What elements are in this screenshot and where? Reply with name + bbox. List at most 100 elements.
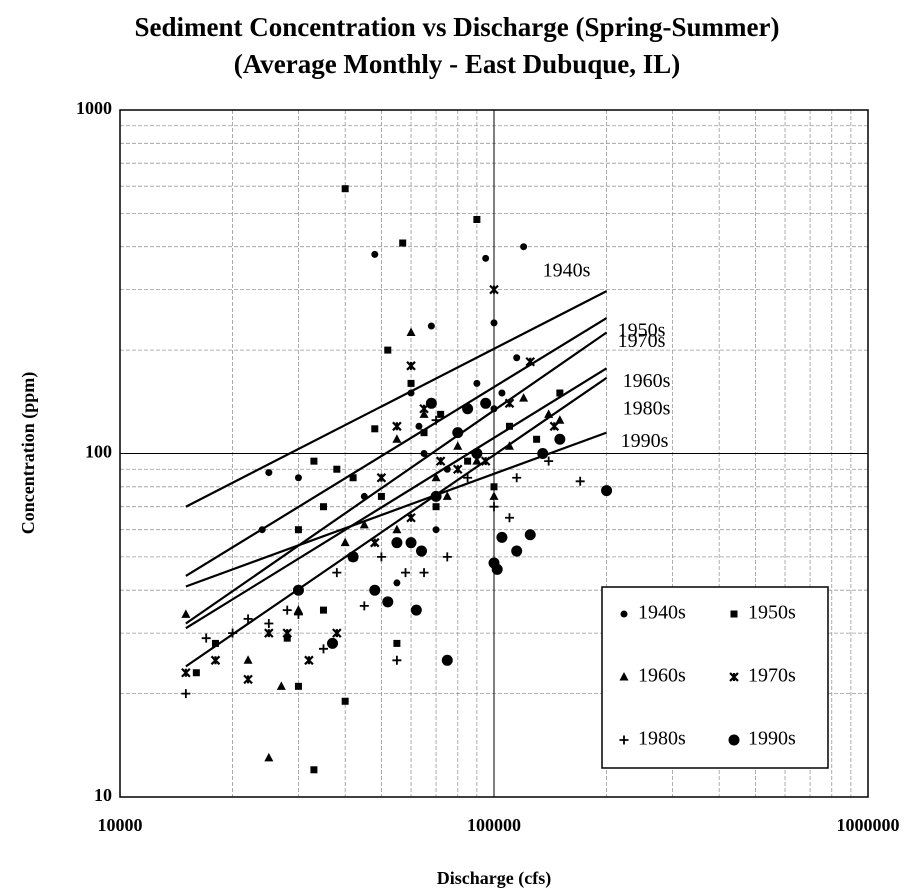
- x-tick-label: 10000: [98, 815, 143, 835]
- point: [294, 474, 302, 482]
- point: [431, 472, 441, 482]
- trend-line: [185, 367, 608, 630]
- point: [359, 519, 369, 529]
- point: [437, 410, 445, 418]
- point: [472, 456, 482, 465]
- point: [498, 389, 506, 397]
- point: [393, 579, 401, 587]
- point: [556, 389, 564, 397]
- trend-label: 1960s: [623, 370, 671, 392]
- point: [282, 628, 293, 638]
- point: [192, 669, 200, 677]
- point: [432, 503, 440, 511]
- point: [452, 464, 463, 474]
- point: [392, 434, 402, 443]
- point: [349, 474, 357, 482]
- legend-marker: [730, 610, 738, 618]
- trend-line: [185, 290, 608, 508]
- point: [490, 319, 498, 327]
- y-tick-label: 1000: [76, 98, 112, 118]
- point: [435, 456, 446, 466]
- point: [293, 609, 303, 619]
- point: [294, 682, 302, 690]
- point: [401, 568, 411, 578]
- point: [513, 354, 521, 362]
- point: [333, 465, 341, 473]
- point: [504, 513, 514, 523]
- point: [341, 697, 349, 705]
- legend-marker: [619, 735, 629, 745]
- point: [181, 689, 191, 699]
- point: [377, 492, 385, 500]
- trend-label: 1970s: [618, 330, 666, 352]
- point: [524, 529, 536, 541]
- legend-marker: [619, 672, 629, 681]
- point: [463, 473, 473, 483]
- point: [407, 379, 415, 387]
- point: [549, 421, 560, 432]
- point: [420, 450, 428, 457]
- x-axis-label: Discharge (cfs): [437, 868, 551, 889]
- point: [416, 545, 428, 557]
- point: [533, 435, 541, 443]
- point: [419, 409, 429, 418]
- legend-marker: [729, 672, 739, 682]
- point: [489, 502, 499, 512]
- point: [482, 254, 490, 262]
- point: [264, 618, 274, 628]
- point: [264, 752, 274, 762]
- point: [211, 639, 219, 647]
- point: [554, 433, 566, 445]
- y-axis-label: Concentration (ppm): [18, 372, 39, 535]
- point: [376, 472, 387, 483]
- point: [243, 655, 253, 664]
- trend-line: [185, 331, 608, 625]
- point: [419, 568, 429, 578]
- point: [340, 537, 350, 547]
- chart-subtitle: (Average Monthly - East Dubuque, IL): [234, 49, 681, 79]
- point: [473, 379, 481, 387]
- point: [243, 614, 253, 624]
- point: [310, 766, 318, 774]
- legend-label: 1960s: [638, 665, 686, 687]
- point: [427, 322, 435, 330]
- point: [391, 537, 403, 549]
- point: [519, 393, 529, 402]
- y-tick-label: 100: [85, 442, 112, 462]
- point: [310, 457, 318, 465]
- trend-label: 1990s: [621, 430, 669, 452]
- point: [512, 473, 522, 483]
- point: [432, 526, 440, 534]
- point: [392, 421, 402, 432]
- trend-line: [185, 376, 608, 668]
- point: [341, 185, 349, 193]
- chart-title: Sediment Concentration vs Discharge (Spr…: [135, 12, 780, 42]
- point: [327, 637, 339, 649]
- point: [420, 429, 428, 437]
- point: [294, 526, 302, 534]
- point: [181, 667, 191, 678]
- point: [496, 531, 508, 543]
- point: [575, 476, 585, 486]
- point: [473, 215, 481, 223]
- point: [282, 605, 292, 615]
- point: [264, 628, 274, 638]
- point: [243, 674, 253, 685]
- legend-label: 1990s: [748, 728, 796, 750]
- point: [415, 422, 423, 430]
- point: [276, 681, 286, 690]
- point: [480, 397, 492, 409]
- point: [511, 545, 523, 557]
- point: [491, 563, 503, 575]
- point: [332, 628, 342, 638]
- point: [369, 584, 381, 596]
- legend-label: 1940s: [638, 602, 686, 624]
- point: [601, 485, 613, 497]
- point: [442, 491, 452, 500]
- point: [442, 552, 452, 562]
- point: [453, 441, 463, 450]
- point: [393, 639, 401, 647]
- point: [359, 601, 369, 611]
- point: [441, 654, 453, 666]
